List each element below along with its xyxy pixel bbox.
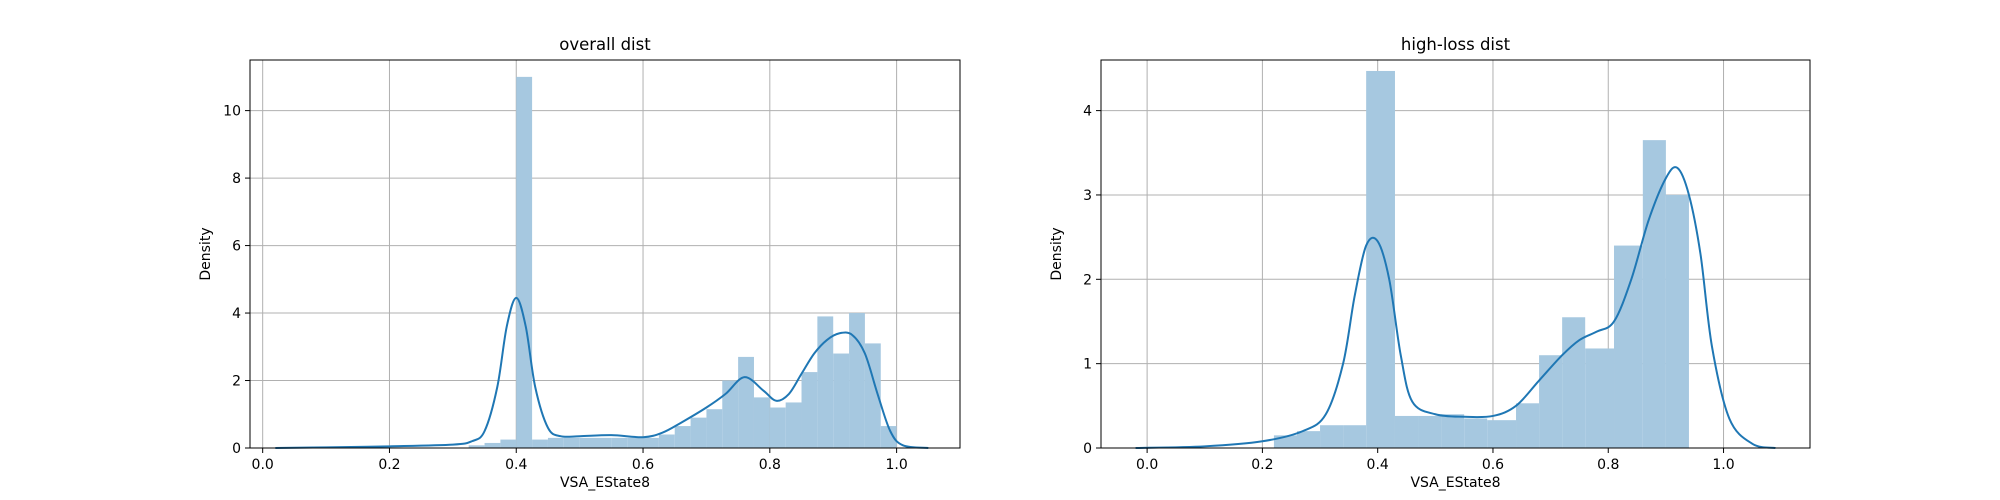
histogram-bar: [880, 426, 897, 448]
y-tick-label: 8: [232, 171, 241, 187]
histogram-bar: [1665, 194, 1689, 448]
x-tick-label: 0.6: [632, 457, 654, 473]
histogram-bar: [658, 434, 675, 448]
histogram-bar: [864, 343, 881, 448]
histogram-bar: [690, 417, 707, 448]
plot-frame: [249, 59, 961, 449]
y-tick-label: 2: [1083, 272, 1092, 288]
histogram-bar: [1418, 415, 1442, 448]
histogram-bar: [674, 426, 691, 448]
histogram-bar: [1320, 425, 1344, 448]
y-tick-label: 0: [232, 441, 241, 457]
x-axis-label: VSA_EState8: [1410, 475, 1500, 491]
chart-high-loss-dist: 0.0 0.2 0.4 0.6 0.8 1.0 0 1 2 3 4 high-loss dist VSA…: [1049, 35, 1811, 491]
histogram-bar: [484, 442, 501, 448]
histogram-bar: [595, 437, 612, 448]
chart-title: overall dist: [559, 35, 651, 54]
histogram-bar: [785, 402, 802, 448]
histogram-bar: [1366, 70, 1395, 449]
x-tick-label: 0.2: [378, 457, 400, 473]
histogram-bar: [627, 437, 644, 448]
histogram-bar: [1464, 418, 1488, 448]
y-tick-label: 3: [1083, 188, 1092, 204]
histogram-bar: [1343, 425, 1367, 448]
histogram-bar: [1394, 415, 1419, 448]
histogram-bar: [1441, 414, 1465, 448]
x-axis-label: VSA_EState8: [560, 475, 650, 491]
histogram-bar: [500, 439, 517, 448]
histogram-bar: [817, 316, 834, 448]
x-tick-label: 1.0: [885, 457, 907, 473]
y-tick-label: 4: [232, 306, 241, 322]
histogram-bar: [516, 76, 533, 448]
chart-title: high-loss dist: [1401, 35, 1511, 54]
histogram-bar: [738, 356, 754, 448]
x-tick-label: 0.4: [1367, 457, 1389, 473]
histogram-bar: [1516, 403, 1540, 448]
x-tick-label: 0.8: [759, 457, 781, 473]
histogram-bar: [706, 409, 723, 448]
histogram-bar: [563, 437, 580, 448]
y-tick-label: 10: [223, 104, 241, 120]
x-tick-label: 1.0: [1712, 457, 1734, 473]
y-tick-label: 6: [232, 239, 241, 255]
y-axis-label: Density: [1049, 227, 1065, 280]
histogram-bar: [1642, 140, 1666, 448]
histogram-bar: [1539, 355, 1563, 448]
plot-frame: [1100, 59, 1811, 449]
y-tick-label: 0: [1083, 441, 1092, 457]
histogram-bar: [579, 437, 596, 448]
chart-overall-dist: 0.0 0.2 0.4 0.6 0.8 1.0 0 2 4 6 8 10 overall dist VSA…: [198, 35, 961, 491]
histogram-bar: [532, 439, 548, 448]
x-tick-label: 0.0: [252, 457, 274, 473]
histogram-bar: [801, 372, 818, 448]
kde-line: [1135, 166, 1776, 449]
x-tick-label: 0.8: [1597, 457, 1619, 473]
histogram-bar: [547, 437, 564, 448]
histogram-bar: [833, 353, 850, 448]
kde-line: [275, 296, 929, 449]
histogram-bar: [468, 445, 485, 448]
x-tick-label: 0.6: [1482, 457, 1504, 473]
histogram-bar: [643, 437, 659, 448]
histogram-bar: [1487, 420, 1517, 448]
x-tick-label: 0.2: [1251, 457, 1273, 473]
histogram-bar: [1585, 348, 1615, 448]
histogram-bar: [1296, 431, 1321, 448]
y-tick-label: 1: [1083, 357, 1092, 373]
histogram-bar: [753, 397, 770, 448]
histogram-bar: [722, 380, 739, 448]
y-tick-label: 4: [1083, 104, 1092, 120]
histogram-bar: [769, 407, 786, 448]
histogram-bar: [1562, 317, 1586, 448]
y-axis-label: Density: [198, 227, 214, 280]
y-tick-label: 2: [232, 374, 241, 390]
histogram-bar: [1614, 245, 1643, 448]
x-tick-label: 0.0: [1136, 457, 1158, 473]
histogram-bar: [611, 437, 628, 448]
x-tick-label: 0.4: [505, 457, 527, 473]
